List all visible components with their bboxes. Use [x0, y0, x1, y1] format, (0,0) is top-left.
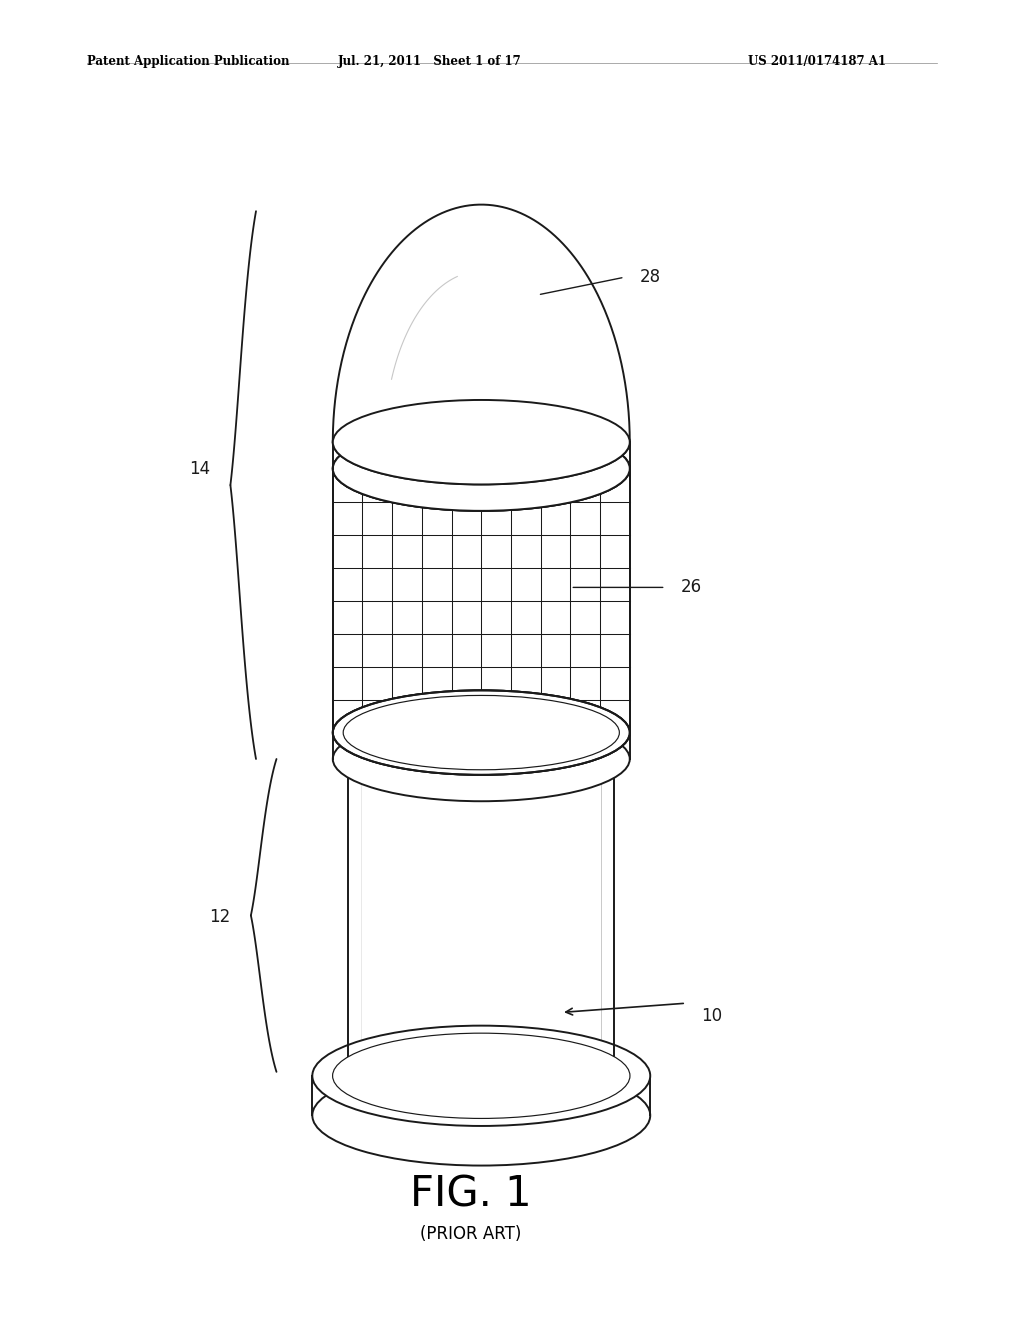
Text: (PRIOR ART): (PRIOR ART) [421, 1225, 521, 1243]
Text: Jul. 21, 2011   Sheet 1 of 17: Jul. 21, 2011 Sheet 1 of 17 [338, 55, 522, 69]
Ellipse shape [333, 690, 630, 775]
Ellipse shape [348, 1036, 614, 1110]
Ellipse shape [333, 400, 630, 484]
Text: 26: 26 [681, 578, 702, 597]
Ellipse shape [333, 426, 630, 511]
Text: Patent Application Publication: Patent Application Publication [87, 55, 290, 69]
Ellipse shape [333, 400, 630, 484]
Text: FIG. 1: FIG. 1 [411, 1173, 531, 1216]
Ellipse shape [333, 1034, 630, 1118]
Text: 10: 10 [701, 1007, 723, 1026]
Text: US 2011/0174187 A1: US 2011/0174187 A1 [748, 55, 886, 69]
Ellipse shape [348, 722, 614, 796]
Ellipse shape [343, 696, 620, 770]
Text: 14: 14 [189, 459, 210, 478]
Polygon shape [333, 205, 630, 442]
Ellipse shape [333, 690, 630, 775]
Ellipse shape [333, 426, 630, 511]
Text: 28: 28 [640, 268, 662, 286]
Ellipse shape [312, 1026, 650, 1126]
Ellipse shape [333, 717, 630, 801]
Text: 12: 12 [210, 908, 230, 927]
Ellipse shape [343, 405, 620, 479]
Ellipse shape [312, 1065, 650, 1166]
